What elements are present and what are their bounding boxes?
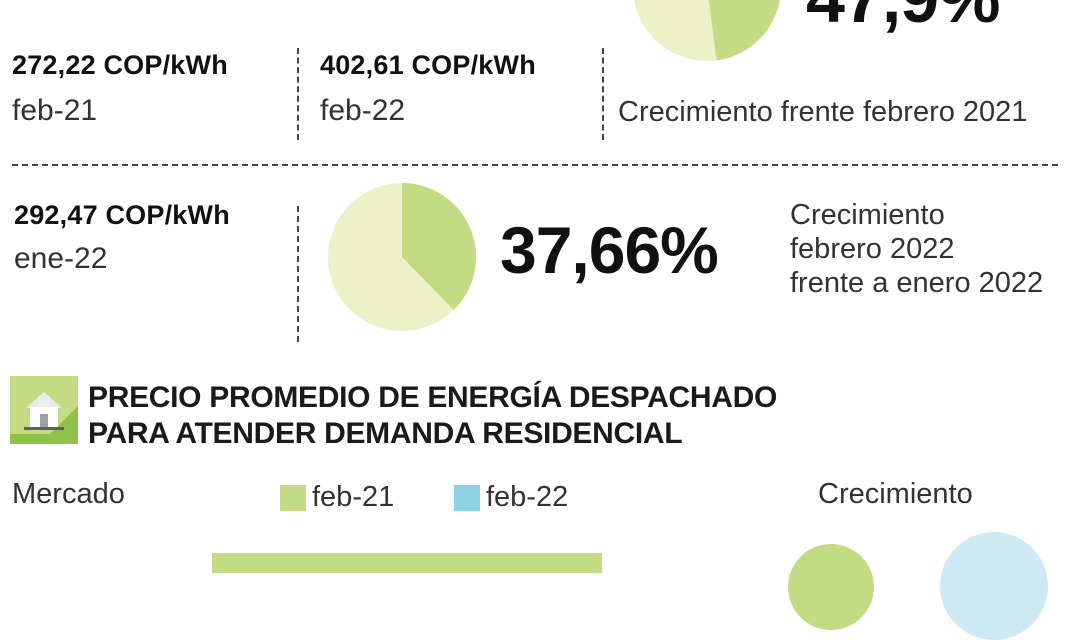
legend-swatch-feb21 (280, 484, 306, 511)
growth-caption-feb21: Crecimiento frente febrero 2021 (618, 96, 1028, 128)
column-header-market: Mercado (12, 478, 125, 510)
period-jan22: ene-22 (14, 242, 108, 275)
price-jan22: 292,47 COP/kWh (14, 200, 230, 230)
pie-chart-growth-jan22 (328, 183, 476, 331)
growth-circle-blue (940, 532, 1048, 640)
divider-vertical (297, 48, 299, 140)
legend-swatch-feb22 (454, 484, 480, 511)
pie-chart-growth-feb21 (634, 0, 780, 61)
growth-circle-green (788, 544, 874, 630)
price-feb21: 272,22 COP/kWh (12, 50, 228, 80)
divider-vertical (297, 206, 299, 342)
column-header-growth: Crecimiento (818, 478, 973, 510)
price-feb22: 402,61 COP/kWh (320, 50, 536, 80)
pie-slice-growth (402, 183, 476, 310)
pie-slice-growth (708, 0, 780, 61)
growth-pct-feb21: 47,9% (806, 0, 1000, 38)
legend-item-feb22: feb-22 (454, 481, 568, 514)
growth-caption-jan22-line2: febrero 2022 (790, 233, 955, 265)
legend-label-feb22: feb-22 (486, 481, 569, 513)
divider-vertical (602, 48, 604, 140)
section-title-line1: PRECIO PROMEDIO DE ENERGÍA DESPACHADO (88, 381, 777, 414)
growth-caption-jan22-line3: frente a enero 2022 (790, 267, 1044, 299)
legend-item-feb21: feb-21 (280, 481, 394, 514)
period-feb21: feb-21 (12, 94, 98, 127)
growth-caption-jan22-line1: Crecimiento (790, 199, 945, 231)
bar-feb21 (212, 553, 602, 573)
growth-pct-jan22: 37,66% (500, 213, 719, 287)
divider-horizontal (12, 164, 1058, 166)
house-icon (10, 376, 78, 444)
legend-label-feb21: feb-21 (312, 481, 395, 513)
period-feb22: feb-22 (320, 94, 406, 127)
section-title-line2: PARA ATENDER DEMANDA RESIDENCIAL (88, 417, 683, 450)
